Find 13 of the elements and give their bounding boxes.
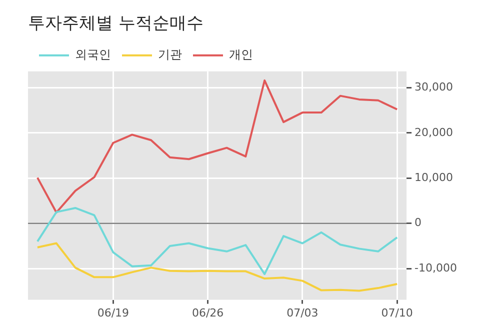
legend-label: 외국인 xyxy=(75,48,111,62)
chart-title: 투자주체별 누적순매수 xyxy=(28,14,204,34)
legend-label: 기관 xyxy=(158,48,182,62)
legend-label: 개인 xyxy=(229,48,253,62)
x-tick-label: 07/10 xyxy=(381,306,413,320)
y-tick-label: 10,000 xyxy=(414,170,454,184)
y-tick-label: 20,000 xyxy=(414,126,454,139)
y-tick-label: 0 xyxy=(414,216,422,230)
x-tick-label: 07/03 xyxy=(286,306,318,320)
y-tick-label: -10,000 xyxy=(414,261,458,274)
x-tick-label: 06/26 xyxy=(192,306,224,320)
x-tick-label: 06/19 xyxy=(97,306,130,320)
y-tick-label: 30,000 xyxy=(414,80,454,94)
